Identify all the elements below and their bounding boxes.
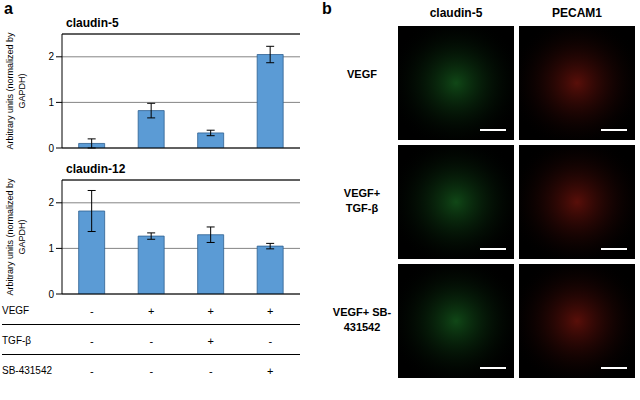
- html-text:VEGF+ SB-431542: VEGF+ SB-431542: [332, 306, 392, 333]
- html-text:VEGF+ TGF-β: VEGF+ TGF-β: [343, 187, 381, 214]
- html-text:claudin-12: claudin-12: [66, 162, 126, 176]
- svg-text:0: 0: [48, 289, 54, 300]
- html-text:claudin-5: claudin-5: [429, 6, 483, 20]
- html-text:Arbitrary units (normalized by: Arbitrary units (normalized by GAPDH): [5, 178, 27, 296]
- html-text:SB-431542: SB-431542: [2, 365, 52, 376]
- svg-text:1: 1: [48, 243, 54, 254]
- html-text:VEGF: VEGF: [347, 68, 377, 80]
- html-text:TGF-β: TGF-β: [2, 335, 32, 346]
- svg-text:2: 2: [48, 197, 54, 208]
- html-text:Arbitrary units (normalized by: Arbitrary units (normalized by GAPDH): [5, 32, 27, 150]
- html-text:b: b: [322, 0, 332, 17]
- html-text:claudin-5: claudin-5: [66, 16, 119, 30]
- html-text:VEGF: VEGF: [2, 305, 30, 316]
- svg-text:1: 1: [48, 97, 54, 108]
- html-text:PECAM1: PECAM1: [552, 6, 602, 20]
- svg-text:0: 0: [48, 143, 54, 154]
- svg-text:2: 2: [48, 51, 54, 62]
- html-text:a: a: [4, 0, 13, 17]
